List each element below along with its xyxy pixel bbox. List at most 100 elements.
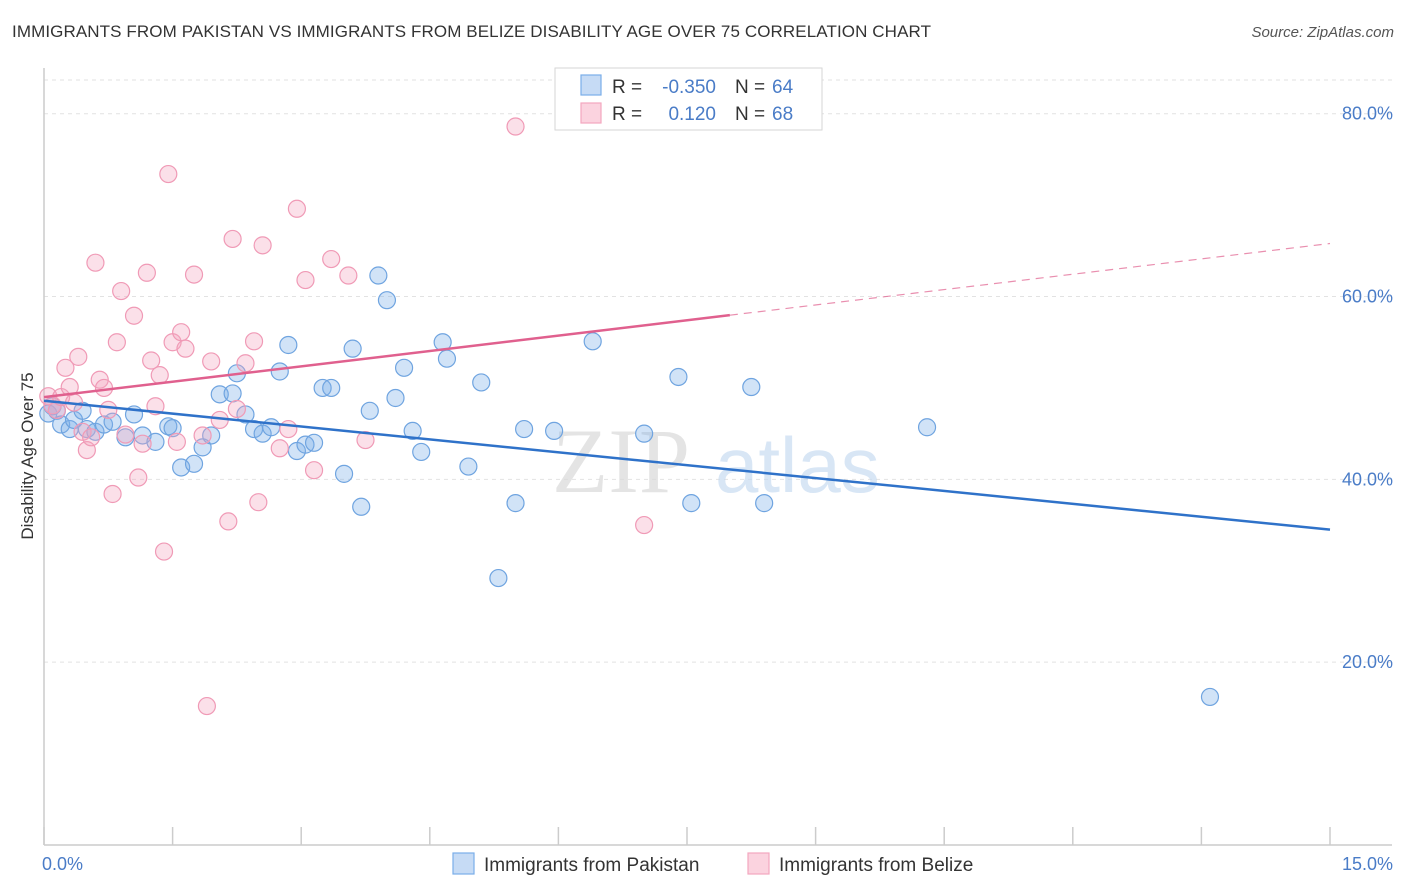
- belize-point: [154, 542, 174, 561]
- x-ticks: [43, 827, 1331, 845]
- axes: [43, 68, 1392, 846]
- pakistan-point: [352, 497, 371, 516]
- belize-point: [56, 358, 75, 377]
- pakistan-point: [669, 367, 688, 387]
- pakistan-point: [472, 373, 491, 392]
- belize-point: [184, 265, 204, 284]
- belize-point: [227, 399, 246, 419]
- belize-point: [103, 484, 122, 504]
- pakistan-point: [163, 419, 182, 438]
- y-axis-label: Disability Age Over 75: [18, 372, 37, 539]
- legend-n-value-pakistan: 64: [772, 77, 794, 98]
- pakistan-point: [103, 412, 122, 431]
- legend-r-label-belize: R =: [612, 104, 642, 125]
- y-tick-label: 60.0%: [1342, 287, 1393, 307]
- belize-point: [86, 253, 105, 272]
- pakistan-point: [343, 339, 362, 358]
- series-legend: Immigrants from Pakistan Immigrants from…: [452, 852, 973, 876]
- series-legend-label-belize: Immigrants from Belize: [779, 855, 973, 876]
- watermark-atlas: atlas: [715, 421, 880, 509]
- pakistan-point: [515, 419, 534, 439]
- belize-point: [124, 306, 144, 325]
- trend-lines: [43, 242, 1331, 531]
- belize-point: [167, 432, 186, 451]
- belize-point: [172, 323, 191, 342]
- belize-point: [142, 351, 161, 370]
- belize-point: [129, 468, 148, 487]
- pakistan-point: [403, 421, 422, 441]
- pakistan-point: [1200, 687, 1220, 707]
- pakistan-point: [279, 335, 298, 355]
- pakistan-point: [184, 454, 204, 473]
- legend-swatch-pakistan: [580, 74, 602, 96]
- pakistan-point: [377, 291, 397, 310]
- chart-title: IMMIGRANTS FROM PAKISTAN VS IMMIGRANTS F…: [12, 22, 932, 41]
- y-tick-label: 80.0%: [1342, 104, 1393, 124]
- series-belize-points: [39, 117, 654, 716]
- pakistan-point: [322, 378, 341, 398]
- belize-point: [159, 164, 178, 184]
- belize-point: [249, 493, 268, 512]
- belize-point: [197, 696, 216, 716]
- pakistan-point: [583, 332, 602, 351]
- pakistan-point: [755, 494, 774, 513]
- belize-point: [253, 236, 272, 255]
- belize-point: [150, 366, 169, 385]
- belize-point: [236, 354, 255, 373]
- belize-point: [90, 370, 109, 389]
- series-legend-swatch-belize: [747, 852, 770, 875]
- trend-line-pakistan: [43, 399, 1331, 531]
- watermark-zip: ZIP: [552, 410, 690, 512]
- belize-point: [202, 352, 221, 371]
- belize-point: [506, 117, 525, 136]
- belize-point: [304, 461, 324, 480]
- trend-line-belize: [43, 313, 731, 399]
- watermark: ZIP atlas: [552, 410, 880, 512]
- source-label: Source: ZipAtlas.com: [1251, 24, 1394, 41]
- pakistan-point: [635, 424, 654, 443]
- legend-n-label-pakistan: N =: [735, 77, 765, 98]
- y-tick-label: 40.0%: [1342, 469, 1393, 489]
- legend-r-label-pakistan: R =: [612, 77, 642, 98]
- pakistan-point: [334, 464, 354, 483]
- belize-point: [244, 332, 264, 351]
- pakistan-point: [545, 421, 564, 441]
- belize-point: [107, 333, 126, 352]
- trend-line-belize-extension: [729, 242, 1331, 316]
- x-tick-label: 0.0%: [42, 854, 83, 874]
- belize-point: [322, 249, 341, 269]
- belize-point: [219, 512, 238, 531]
- belize-point: [635, 515, 654, 535]
- pakistan-point: [386, 388, 405, 408]
- belize-point: [339, 266, 358, 285]
- x-tick-label: 15.0%: [1342, 854, 1393, 874]
- belize-point: [82, 428, 101, 447]
- belize-point: [223, 229, 242, 249]
- pakistan-point: [506, 494, 525, 513]
- legend-swatch-belize: [580, 102, 602, 124]
- belize-point: [193, 426, 212, 445]
- pakistan-point: [742, 377, 761, 397]
- belize-point: [356, 430, 375, 450]
- legend-r-value-pakistan: -0.350: [662, 77, 716, 98]
- pakistan-point: [412, 442, 431, 462]
- legend-r-value-belize: 0.120: [668, 104, 716, 125]
- pakistan-point: [394, 358, 414, 377]
- belize-point: [116, 425, 135, 444]
- belize-point: [279, 419, 298, 439]
- belize-point: [176, 339, 195, 358]
- pakistan-point: [223, 384, 242, 403]
- legend-n-label-belize: N =: [735, 104, 765, 125]
- series-legend-swatch-pakistan: [452, 852, 475, 875]
- pakistan-point: [369, 266, 388, 285]
- belize-point: [287, 199, 307, 218]
- pakistan-point: [682, 494, 701, 513]
- pakistan-point: [437, 349, 457, 368]
- belize-point: [133, 434, 152, 453]
- y-tick-labels: 20.0% 40.0% 60.0% 80.0%: [1342, 104, 1393, 672]
- pakistan-point: [489, 568, 508, 588]
- correlation-legend: R = -0.350 N = 64 R = 0.120 N = 68: [554, 67, 823, 131]
- y-tick-label: 20.0%: [1342, 652, 1393, 672]
- series-legend-label-pakistan: Immigrants from Pakistan: [484, 855, 699, 876]
